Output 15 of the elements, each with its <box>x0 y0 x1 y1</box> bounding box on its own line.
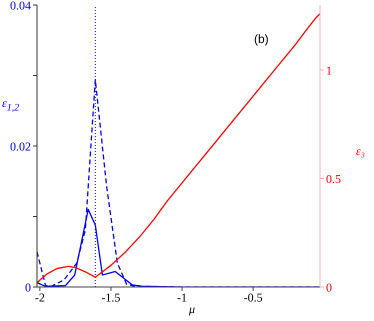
annotation: (b) <box>254 32 269 46</box>
x-tick-label: -1.5 <box>101 290 120 305</box>
line-series <box>37 13 320 284</box>
y-tick-label: 0 <box>25 280 31 294</box>
y2-axis-title: ε₃ <box>356 144 365 159</box>
y2-tick-label: 1 <box>326 63 332 78</box>
y-tick-label: 0.04 <box>10 0 31 12</box>
x-tick-label: -2 <box>34 290 45 305</box>
x-axis-title: μ <box>188 302 196 316</box>
y-tick-label: 0.02 <box>10 139 31 154</box>
x-tick-label: -1 <box>177 290 188 305</box>
y-axis-title: ε$_{1,2}$ <box>2 96 20 114</box>
y2-tick-label: 0.5 <box>326 172 341 186</box>
y2-tick-label: 0 <box>326 280 332 294</box>
x-tick-label: -0.5 <box>244 290 263 305</box>
